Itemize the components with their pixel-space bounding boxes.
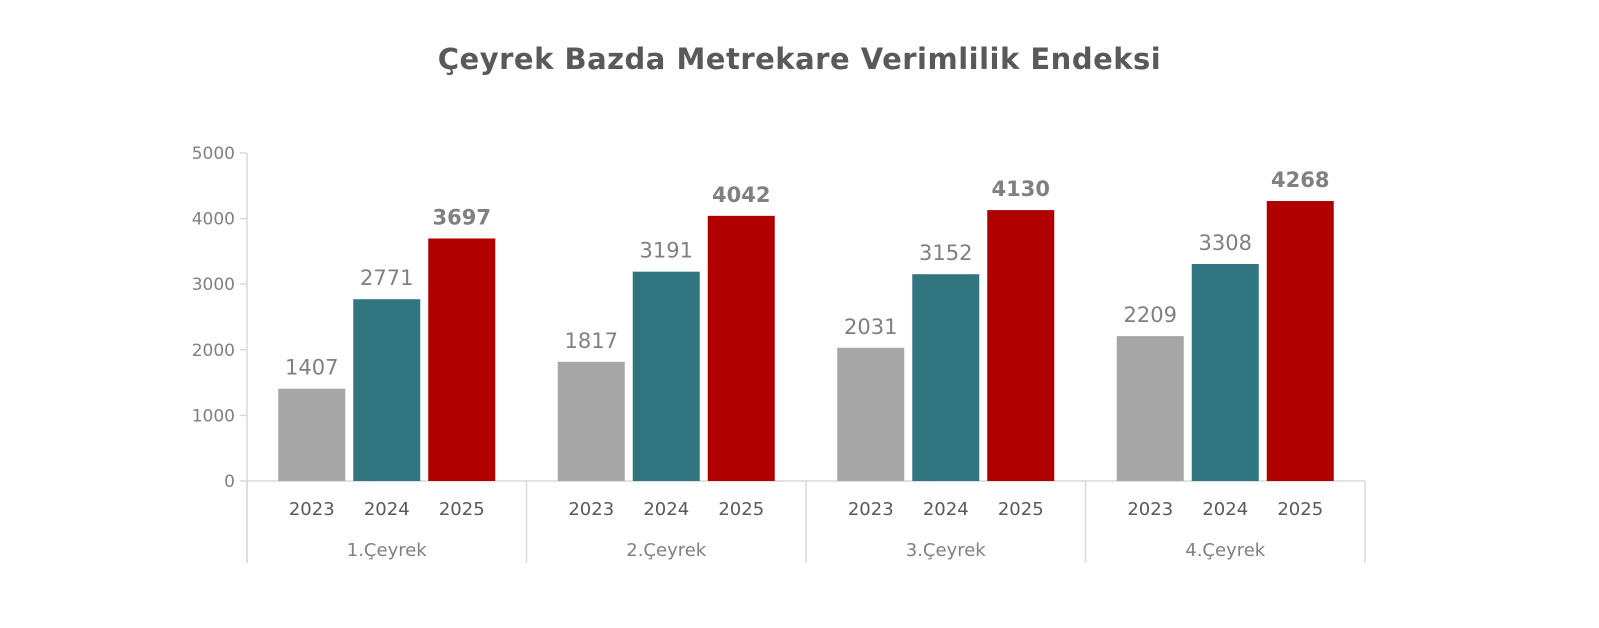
y-tick-label: 3000 <box>192 275 235 295</box>
category-label: 2025 <box>998 499 1044 520</box>
category-label: 2023 <box>848 499 894 520</box>
bar-1.Çeyrek-2023 <box>278 388 346 481</box>
bar-1.Çeyrek-2024 <box>353 299 421 481</box>
y-tick-label: 4000 <box>192 210 235 230</box>
bar-2.Çeyrek-2023 <box>557 361 625 481</box>
bar-1.Çeyrek-2025 <box>428 238 496 481</box>
chart-axes: 0 1000 2000 3000 4000 5000 <box>192 144 1366 563</box>
data-label: 3308 <box>1199 231 1252 255</box>
data-label: 3152 <box>919 241 972 265</box>
category-label: 2024 <box>643 499 689 520</box>
category-label: 2025 <box>718 499 764 520</box>
category-label: 2023 <box>568 499 614 520</box>
y-tick-label: 5000 <box>192 144 235 164</box>
category-label: 2025 <box>1277 499 1323 520</box>
data-label: 3191 <box>640 239 693 263</box>
data-label: 1817 <box>565 329 618 353</box>
category-label: 2023 <box>1127 499 1173 520</box>
data-label: 1407 <box>285 356 338 380</box>
data-label: 2209 <box>1124 303 1177 327</box>
group-label: 2.Çeyrek <box>626 540 707 561</box>
bar-4.Çeyrek-2025 <box>1266 201 1334 481</box>
category-label: 2024 <box>364 499 410 520</box>
data-label: 4130 <box>992 177 1050 201</box>
bar-2.Çeyrek-2025 <box>707 215 775 482</box>
data-label: 4268 <box>1271 168 1329 192</box>
group-label: 1.Çeyrek <box>347 540 428 561</box>
data-label: 4042 <box>712 183 770 207</box>
group-label: 3.Çeyrek <box>906 540 987 561</box>
category-label: 2023 <box>289 499 335 520</box>
data-label: 3697 <box>433 205 491 229</box>
y-tick-label: 1000 <box>192 406 235 426</box>
bar-4.Çeyrek-2024 <box>1191 263 1259 481</box>
bar-3.Çeyrek-2023 <box>837 347 905 481</box>
group-label: 4.Çeyrek <box>1185 540 1266 561</box>
bar-3.Çeyrek-2024 <box>912 274 980 481</box>
chart-title: Çeyrek Bazda Metrekare Verimlilik Endeks… <box>437 42 1162 76</box>
data-label: 2771 <box>360 266 413 290</box>
data-label: 2031 <box>844 315 897 339</box>
chart-labels: 1407 2023 2771 2024 3697 2025 1.Çeyrek 1817 2023… <box>285 168 1329 561</box>
category-label: 2024 <box>1202 499 1248 520</box>
category-label: 2025 <box>439 499 485 520</box>
y-tick-label: 0 <box>224 472 235 492</box>
bar-4.Çeyrek-2023 <box>1116 336 1184 481</box>
bar-2.Çeyrek-2024 <box>632 271 700 481</box>
y-tick-label: 2000 <box>192 341 235 361</box>
chart-bars <box>278 201 1334 482</box>
category-label: 2024 <box>923 499 969 520</box>
bar-3.Çeyrek-2025 <box>987 210 1055 481</box>
